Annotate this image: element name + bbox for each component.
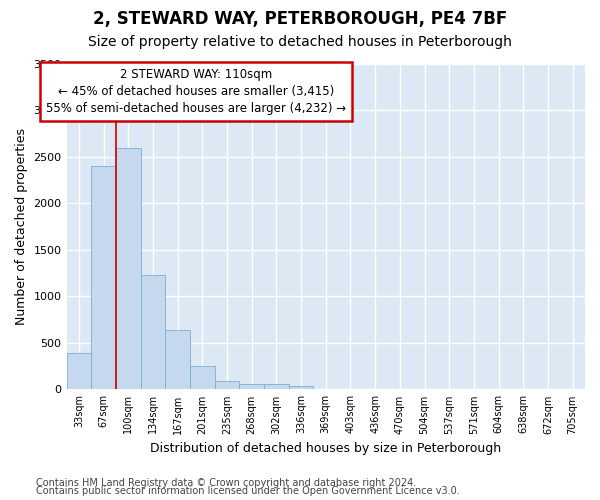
Bar xyxy=(239,384,264,390)
Bar xyxy=(116,148,140,390)
Bar xyxy=(165,330,190,390)
Text: Size of property relative to detached houses in Peterborough: Size of property relative to detached ho… xyxy=(88,35,512,49)
Bar xyxy=(140,275,165,390)
Bar xyxy=(215,380,239,390)
Bar xyxy=(264,384,289,390)
Text: Contains HM Land Registry data © Crown copyright and database right 2024.: Contains HM Land Registry data © Crown c… xyxy=(36,478,416,488)
Y-axis label: Number of detached properties: Number of detached properties xyxy=(15,128,28,325)
Bar xyxy=(67,353,91,390)
Bar xyxy=(289,386,313,390)
Text: 2, STEWARD WAY, PETERBOROUGH, PE4 7BF: 2, STEWARD WAY, PETERBOROUGH, PE4 7BF xyxy=(93,10,507,28)
Bar xyxy=(91,166,116,390)
Text: 2 STEWARD WAY: 110sqm
← 45% of detached houses are smaller (3,415)
55% of semi-d: 2 STEWARD WAY: 110sqm ← 45% of detached … xyxy=(46,68,346,114)
X-axis label: Distribution of detached houses by size in Peterborough: Distribution of detached houses by size … xyxy=(150,442,502,455)
Text: Contains public sector information licensed under the Open Government Licence v3: Contains public sector information licen… xyxy=(36,486,460,496)
Bar xyxy=(190,366,215,390)
